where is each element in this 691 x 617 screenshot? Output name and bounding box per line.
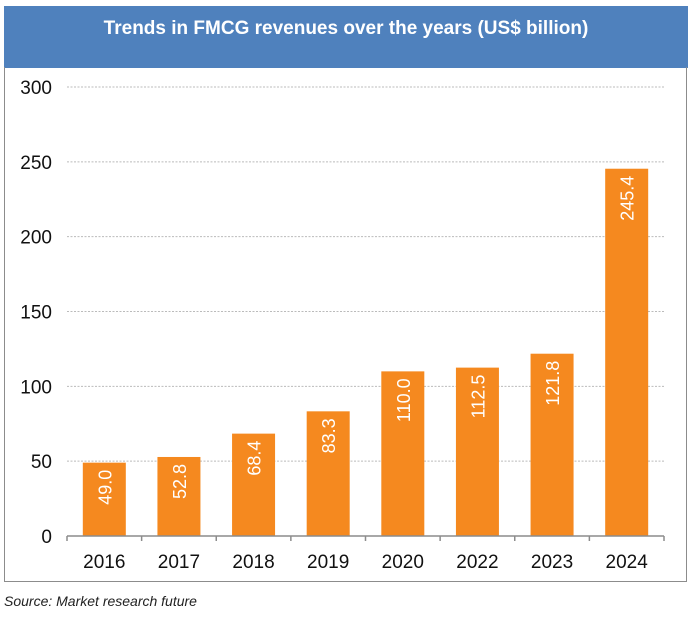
y-tick-label: 100 <box>20 377 52 398</box>
x-tick-label: 2018 <box>232 552 274 573</box>
y-tick-label: 50 <box>31 452 52 473</box>
bar-2016 <box>82 462 126 536</box>
y-tick-label: 150 <box>20 303 52 324</box>
x-tick-label: 2022 <box>456 552 498 573</box>
y-tick-label: 250 <box>20 153 52 174</box>
data-label: 121.8 <box>543 361 563 406</box>
data-label: 245.4 <box>618 176 638 221</box>
bar-2017 <box>157 456 201 536</box>
data-label: 112.5 <box>468 375 488 419</box>
x-tick-label: 2020 <box>382 552 424 573</box>
data-label: 49.0 <box>95 470 115 505</box>
chart-title: Trends in FMCG revenues over the years (… <box>4 6 688 68</box>
bar-2022 <box>455 367 499 536</box>
bar-2020 <box>381 371 425 536</box>
bar-2023 <box>530 353 574 536</box>
data-label: 68.4 <box>245 441 265 476</box>
y-tick-label: 300 <box>20 78 52 99</box>
x-tick-label: 2016 <box>83 552 125 573</box>
x-tick-label: 2023 <box>531 552 573 573</box>
x-tick-label: 2017 <box>158 552 200 573</box>
x-tick-label: 2024 <box>606 552 649 573</box>
y-tick-label: 0 <box>41 527 52 548</box>
data-label: 83.3 <box>319 418 339 453</box>
source-note: Source: Market research future <box>4 593 197 609</box>
bar-2019 <box>306 411 350 536</box>
data-label: 52.8 <box>170 464 190 499</box>
bar-2018 <box>232 433 276 536</box>
chart-frame <box>4 67 687 582</box>
x-tick-label: 2019 <box>307 552 349 573</box>
y-tick-label: 200 <box>20 228 52 249</box>
data-label: 110.0 <box>394 378 414 422</box>
bar-2024 <box>605 168 649 536</box>
